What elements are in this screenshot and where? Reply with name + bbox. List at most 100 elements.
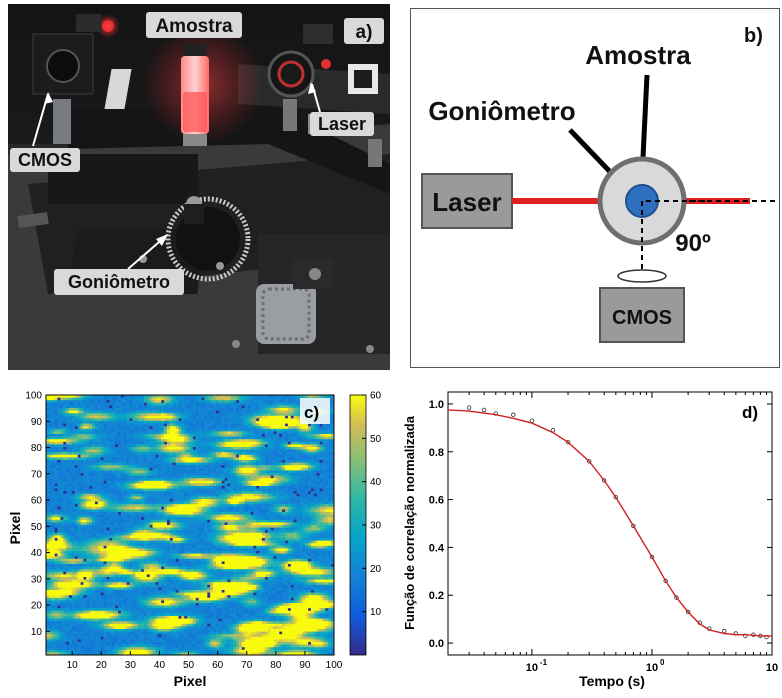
heatmap-cell	[60, 405, 63, 408]
heatmap-cell	[184, 434, 187, 437]
heatmap-cell	[299, 481, 302, 484]
heatmap-cell	[173, 491, 176, 494]
heatmap-cell	[89, 444, 92, 447]
heatmap-cell	[276, 520, 279, 523]
heatmap-cell	[72, 429, 75, 432]
heatmap-cell	[86, 452, 89, 455]
heatmap-cell	[245, 452, 248, 455]
heatmap-cell	[250, 512, 253, 515]
heatmap-cell	[276, 489, 279, 492]
heatmap-cell	[181, 489, 184, 492]
heatmap-cell	[81, 434, 84, 437]
heatmap-cell	[60, 424, 63, 427]
heatmap-cell	[196, 517, 199, 520]
heatmap-cell	[75, 489, 78, 492]
heatmap-cell	[233, 442, 236, 445]
heatmap-cell	[193, 470, 196, 473]
heatmap-cell	[322, 491, 325, 494]
heatmap-cell	[190, 489, 193, 492]
heatmap-cell	[147, 502, 150, 505]
heatmap-cell	[213, 431, 216, 434]
heatmap-cell	[207, 473, 210, 476]
heatmap-cell	[210, 476, 213, 479]
heatmap-cell	[83, 515, 86, 518]
heatmap-cell	[176, 504, 179, 507]
heatmap-cell	[314, 486, 317, 489]
heatmap-cell	[170, 515, 173, 518]
heatmap-cell	[271, 405, 274, 408]
heatmap-cell	[101, 398, 104, 401]
heatmap-cell	[101, 455, 104, 458]
heatmap-cell	[294, 439, 297, 442]
heatmap-cell	[153, 481, 156, 484]
heatmap-cell	[138, 522, 141, 525]
heatmap-cell	[256, 431, 259, 434]
heatmap-cell	[230, 460, 233, 463]
heatmap-cell	[75, 486, 78, 489]
heatmap-cell	[242, 426, 245, 429]
heatmap-cell	[181, 473, 184, 476]
heatmap-cell	[294, 405, 297, 408]
heatmap-cell	[190, 476, 193, 479]
heatmap-cell	[161, 424, 164, 427]
heatmap-cell	[225, 517, 228, 520]
heatmap-cell	[86, 411, 89, 414]
heatmap-cell	[141, 431, 144, 434]
heatmap-cell	[106, 509, 109, 512]
heatmap-cell	[256, 418, 259, 421]
heatmap-cell	[127, 434, 130, 437]
heatmap-cell	[242, 447, 245, 450]
heatmap-cell	[184, 463, 187, 466]
heatmap-cell	[184, 502, 187, 505]
heatmap-cell	[75, 442, 78, 445]
heatmap-cell	[170, 400, 173, 403]
heatmap-cell	[276, 411, 279, 414]
heatmap-cell	[155, 494, 158, 497]
heatmap-cell	[75, 403, 78, 406]
heatmap-cell	[202, 431, 205, 434]
heatmap-cell	[193, 447, 196, 450]
heatmap-cell	[204, 437, 207, 440]
heatmap-cell	[150, 476, 153, 479]
heatmap-cell	[124, 517, 127, 520]
heatmap-cell	[282, 476, 285, 479]
heatmap-cell	[101, 512, 104, 515]
heatmap-cell	[328, 426, 331, 429]
heatmap-cell	[132, 418, 135, 421]
heatmap-cell	[248, 465, 251, 468]
heatmap-cell	[245, 509, 248, 512]
heatmap-cell	[83, 481, 86, 484]
heatmap-cell	[274, 452, 277, 455]
heatmap-cell	[158, 489, 161, 492]
heatmap-cell	[250, 429, 253, 432]
heatmap-cell	[297, 398, 300, 401]
heatmap-cell	[210, 473, 213, 476]
heatmap-cell	[276, 452, 279, 455]
heatmap-cell	[274, 444, 277, 447]
heatmap-cell	[89, 413, 92, 416]
heatmap-cell	[130, 431, 133, 434]
heatmap-cell	[155, 463, 158, 466]
heatmap-cell	[112, 473, 115, 476]
heatmap-cell	[294, 429, 297, 432]
heatmap-cell	[256, 457, 259, 460]
heatmap-cell	[150, 499, 153, 502]
heatmap-cell	[204, 455, 207, 458]
heatmap-cell	[101, 437, 104, 440]
heatmap-cell	[256, 509, 259, 512]
heatmap-cell	[92, 496, 95, 499]
heatmap-cell	[135, 437, 138, 440]
heatmap-cell	[210, 489, 213, 492]
heatmap-cell	[279, 450, 282, 453]
heatmap-cell	[52, 504, 55, 507]
heatmap-cell	[311, 473, 314, 476]
heatmap-cell	[325, 496, 328, 499]
heatmap-cell	[233, 499, 236, 502]
heatmap-cell	[170, 507, 173, 510]
heatmap-cell	[294, 400, 297, 403]
heatmap-cell	[202, 515, 205, 518]
heatmap-cell	[60, 512, 63, 515]
heatmap-cell	[176, 520, 179, 523]
heatmap-cell	[274, 455, 277, 458]
heatmap-cell	[311, 520, 314, 523]
